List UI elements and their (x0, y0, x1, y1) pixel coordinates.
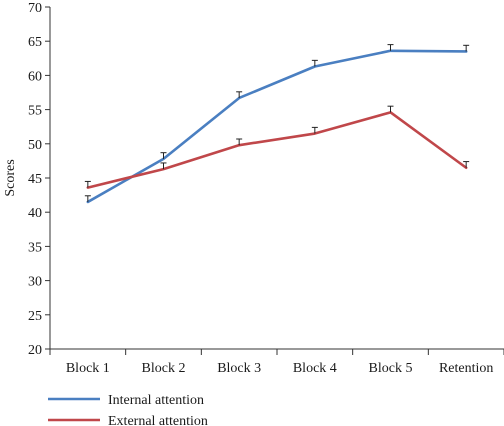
x-tick-label: Block 3 (217, 361, 261, 376)
y-tick-label: 20 (28, 343, 42, 358)
legend-label-2: External attention (108, 414, 208, 426)
y-axis-ticks: 20 25 30 35 40 45 50 55 60 65 70 (28, 1, 50, 358)
y-tick-label: 70 (28, 1, 42, 16)
x-tick-label: Block 4 (293, 361, 337, 376)
y-tick-label: 65 (28, 35, 42, 50)
y-tick-label: 45 (28, 172, 42, 187)
y-tick-label: 60 (28, 69, 42, 84)
series-line-1 (86, 49, 468, 204)
chart-axes (49, 7, 504, 350)
x-tick-label: Retention (439, 361, 493, 376)
y-tick-label: 50 (28, 138, 42, 153)
y-tick-label: 25 (28, 309, 42, 324)
y-tick-label: 55 (28, 104, 42, 119)
series-line-2 (86, 111, 468, 189)
legend: Internal attention External attention (48, 393, 208, 426)
y-tick-label: 40 (28, 206, 42, 221)
series-group (84, 44, 470, 204)
y-tick-label: 30 (28, 275, 42, 290)
x-tick-label: Block 2 (142, 361, 186, 376)
x-axis-ticks: Block 1 Block 2 Block 3 Block 4 Block 5 Reten… (49, 349, 504, 376)
y-tick-label: 35 (28, 240, 42, 255)
x-tick-label: Block 1 (66, 361, 110, 376)
legend-label-1: Internal attention (108, 393, 204, 408)
x-tick-label: Block 5 (369, 361, 413, 376)
y-axis-title: Scores (3, 159, 18, 196)
